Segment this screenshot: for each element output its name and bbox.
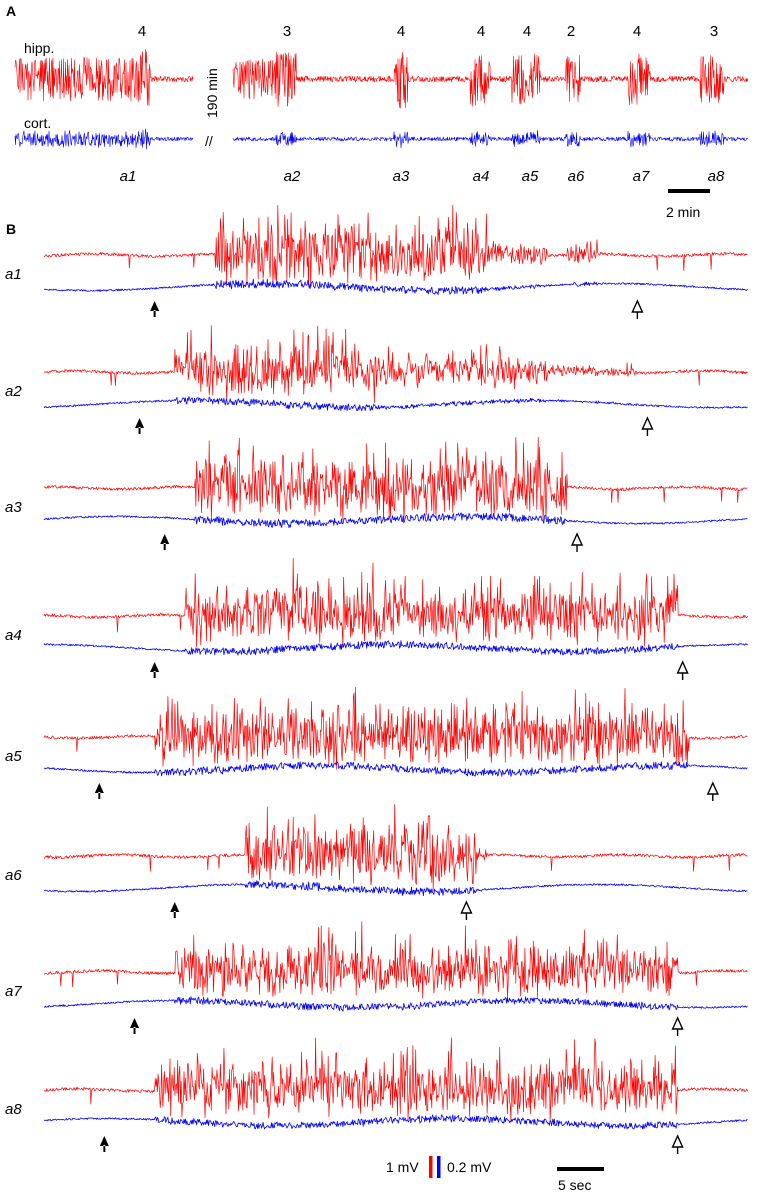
hipp-trace xyxy=(43,1037,748,1122)
gap-break-symbol: // xyxy=(205,133,213,149)
gap-duration-label: 190 min xyxy=(204,68,220,118)
cort-trace xyxy=(43,761,748,777)
panel-b-row-label: a3 xyxy=(5,499,22,516)
panel-b-row-a5: a5 xyxy=(5,686,748,801)
hipp-channel-label: hipp. xyxy=(24,40,54,56)
seizure-onset-arrow xyxy=(160,534,170,550)
hipp-amplitude-scale-bar xyxy=(429,1156,433,1178)
seizure-onset-arrow xyxy=(150,662,160,678)
panel-a-cort-trace xyxy=(232,130,749,149)
seizure-stage-label: 4 xyxy=(397,23,405,40)
panel-a-event-label: a4 xyxy=(473,168,490,185)
panel-a-event-label: a1 xyxy=(120,168,137,185)
seizure-offset-arrow xyxy=(631,299,644,319)
seizure-stage-label: 4 xyxy=(523,23,531,40)
seizure-offset-arrow xyxy=(671,1016,684,1036)
seizure-offset-arrow xyxy=(460,900,473,920)
hipp-amplitude-scale-label: 1 mV xyxy=(386,1159,419,1175)
panel-b-row-a8: a8 xyxy=(5,1037,748,1154)
cort-trace xyxy=(43,640,748,656)
panel-b-row-a1: a1 xyxy=(5,204,748,319)
hipp-trace xyxy=(43,436,748,521)
panel-a-event-labels: a1 a2 a3 a4 a5 a6 a7 a8 xyxy=(120,168,725,185)
panel-a-event-label: a8 xyxy=(708,168,725,185)
seizure-offset-arrow xyxy=(641,416,654,436)
panel-b-row-a7: a7 xyxy=(5,921,748,1036)
seizure-onset-arrow xyxy=(135,418,145,434)
cort-trace xyxy=(43,512,748,529)
panel-b-row-label: a2 xyxy=(5,383,22,400)
panel-b-row-label: a4 xyxy=(5,627,22,644)
panel-b-time-scale-label: 5 sec xyxy=(558,1177,591,1193)
seizure-stage-label: 4 xyxy=(477,23,485,40)
seizure-onset-arrow xyxy=(150,301,160,317)
panel-b-row-label: a1 xyxy=(5,266,22,283)
panel-a-cort-trace xyxy=(14,128,194,150)
panel-a-event-label: a2 xyxy=(284,168,301,185)
seizure-offset-arrow xyxy=(671,1134,684,1154)
seizure-onset-arrow xyxy=(170,902,180,918)
seizure-stage-label: 4 xyxy=(138,23,146,40)
hipp-trace xyxy=(43,325,748,403)
panel-a-event-label: a5 xyxy=(522,168,539,185)
panel-a-event-label: a6 xyxy=(568,168,585,185)
cort-trace xyxy=(43,278,748,295)
panel-a-event-label: a7 xyxy=(633,168,650,185)
panel-a-hipp-trace xyxy=(232,51,749,109)
seizure-onset-arrow xyxy=(99,1136,109,1152)
seizure-stage-label: 4 xyxy=(633,23,641,40)
panel-a-seizure-stages: 4 3 4 4 4 2 4 3 xyxy=(138,23,718,40)
panel-a-letter: A xyxy=(6,3,16,19)
panel-b-row-a2: a2 xyxy=(5,325,748,436)
panel-b-row-label: a8 xyxy=(5,1101,22,1118)
seizure-stage-label: 3 xyxy=(710,23,718,40)
hipp-trace xyxy=(43,686,748,770)
panel-b-traces: a1 a2 a3 a4 a5 a6 a7 a8 xyxy=(5,204,748,1154)
cort-trace xyxy=(43,1114,748,1130)
hipp-trace xyxy=(43,804,748,892)
seizure-stage-label: 2 xyxy=(567,23,575,40)
seizure-offset-arrow xyxy=(676,660,689,680)
panel-b-row-a3: a3 xyxy=(5,436,748,552)
cort-channel-label: cort. xyxy=(24,115,51,131)
panel-b-row-label: a7 xyxy=(5,983,22,1000)
panel-b-row-a6: a6 xyxy=(5,804,748,920)
panel-b-row-label: a6 xyxy=(5,867,22,884)
hipp-trace xyxy=(44,921,748,999)
panel-a-event-label: a3 xyxy=(393,168,410,185)
cort-amplitude-scale-label: 0.2 mV xyxy=(447,1159,492,1175)
panel-b-row-label: a5 xyxy=(5,748,22,765)
panel-b-letter: B xyxy=(6,221,16,237)
seizure-onset-arrow xyxy=(94,783,104,799)
seizure-offset-arrow xyxy=(706,781,719,801)
panel-a-time-scale-label: 2 min xyxy=(666,204,700,220)
panel-a-traces xyxy=(14,48,749,150)
panel-b-row-a4: a4 xyxy=(5,557,748,680)
cort-amplitude-scale-bar xyxy=(437,1156,441,1178)
cort-trace xyxy=(43,396,748,412)
hipp-trace xyxy=(43,204,748,289)
seizure-stage-label: 3 xyxy=(283,23,291,40)
seizure-onset-arrow xyxy=(130,1018,140,1034)
seizure-offset-arrow xyxy=(570,532,584,552)
cort-trace xyxy=(43,996,748,1012)
cort-trace xyxy=(43,880,748,897)
hipp-trace xyxy=(43,557,748,649)
panel-a-hipp-trace xyxy=(14,48,194,106)
